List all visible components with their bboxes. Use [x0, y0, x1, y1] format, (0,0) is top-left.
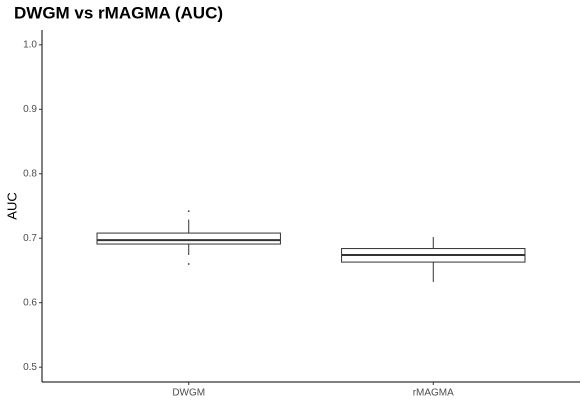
box	[96, 232, 281, 245]
y-tick-label: 0.5	[23, 362, 37, 373]
y-tick-label: 0.6	[23, 297, 37, 308]
y-tick-label: 0.8	[23, 168, 37, 179]
y-axis-label: AUC	[4, 192, 19, 219]
outlier	[187, 210, 190, 213]
x-tick-label: DWGM	[172, 388, 205, 399]
y-tick-label: 1.0	[23, 39, 37, 50]
outlier	[187, 263, 190, 265]
y-tick-label: 0.7	[23, 233, 37, 244]
x-tick-label: rMAGMA	[413, 388, 454, 399]
y-tick-label: 0.9	[23, 104, 37, 115]
chart-title: DWGM vs rMAGMA (AUC)	[14, 3, 223, 22]
